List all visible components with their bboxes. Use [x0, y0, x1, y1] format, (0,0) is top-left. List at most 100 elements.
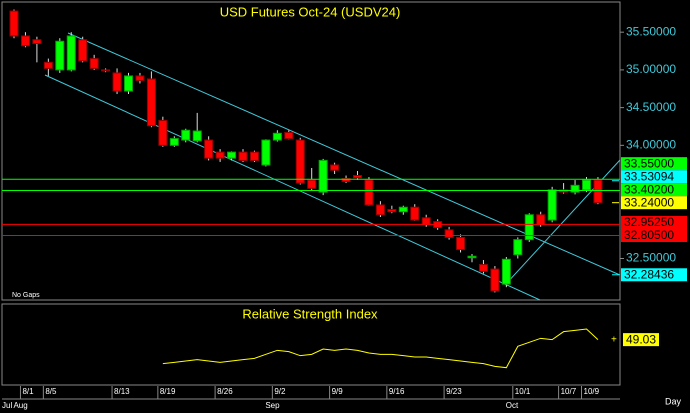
chart-title: USD Futures Oct-24 (USDV24)	[220, 4, 401, 19]
candle-body	[536, 214, 546, 226]
level-box	[621, 196, 687, 210]
candle-body	[593, 179, 603, 204]
level-label: 32.28436	[624, 267, 674, 281]
candle-body	[341, 178, 351, 183]
level-label: 33.55000	[624, 156, 674, 170]
candle-body	[559, 189, 569, 193]
candle-body	[66, 35, 76, 71]
rsi-value-label: 49.03	[626, 332, 656, 346]
level-label: 32.95250	[624, 215, 674, 229]
last-marker: +	[611, 334, 617, 345]
rsi-line	[162, 328, 599, 369]
trend-line	[504, 159, 621, 286]
no-gaps-note: No Gaps	[12, 292, 40, 299]
candle-body	[20, 35, 30, 47]
candle-body	[353, 175, 362, 179]
channel-upper	[67, 32, 621, 276]
candle-body	[124, 75, 133, 92]
x-tick-label: 9/16	[389, 387, 405, 396]
candle-body	[478, 264, 488, 272]
candle-body	[444, 229, 454, 238]
candle-body	[501, 258, 511, 285]
x-tick-label: 8/5	[45, 387, 57, 396]
level-box	[621, 170, 687, 184]
candle-body	[261, 139, 271, 166]
x-unit: Day	[665, 396, 682, 406]
candle-body	[467, 255, 477, 259]
month-label: Oct	[506, 401, 519, 410]
candle-body	[89, 58, 99, 69]
candle-body	[101, 69, 111, 72]
x-tick-label: 8/1	[22, 387, 34, 396]
candle-body	[204, 139, 214, 159]
x-tick-label: 8/13	[114, 387, 130, 396]
candle-body	[146, 78, 156, 127]
candle-body	[295, 139, 305, 184]
level-box	[621, 228, 687, 242]
x-tick-label: 9/9	[332, 387, 344, 396]
candle-body	[398, 206, 408, 213]
y-tick-label: 32.50000	[626, 251, 676, 265]
candle-body	[410, 206, 420, 221]
candle-body	[284, 132, 294, 140]
rsi-value-box	[623, 333, 659, 347]
candle-body	[181, 129, 191, 141]
candle-body	[169, 138, 179, 146]
candle-body	[192, 130, 202, 142]
month-label: Sep	[265, 401, 280, 410]
month-label: Jul	[2, 401, 12, 410]
x-tick-label: 10/7	[561, 387, 577, 396]
candle-body	[238, 151, 248, 161]
candle-body	[272, 132, 282, 141]
rsi-title: Relative Strength Index	[242, 306, 378, 321]
rsi-panel	[1, 303, 621, 386]
candle-body	[215, 151, 225, 159]
level-box	[621, 268, 687, 282]
y-tick-label: 35.50000	[626, 24, 676, 38]
month-label: Aug	[13, 401, 27, 410]
candle-body	[43, 61, 53, 69]
candle-body	[55, 40, 65, 71]
candle-body	[135, 75, 145, 81]
candle-body	[364, 179, 374, 206]
candle-body	[32, 39, 42, 44]
level-label: 32.80500	[624, 228, 674, 242]
y-tick-label: 34.00000	[626, 138, 676, 152]
candle-body	[375, 204, 385, 216]
x-tick-label: 9/2	[274, 387, 286, 396]
candle-body	[547, 189, 557, 221]
level-label: 33.40200	[624, 182, 674, 196]
candle-body	[318, 159, 328, 193]
candle-body	[524, 214, 534, 241]
candle-body	[307, 179, 317, 189]
level-label: 33.53094	[624, 169, 674, 183]
candle-body	[513, 239, 523, 256]
x-tick-label: 9/23	[446, 387, 462, 396]
candle-body	[112, 72, 122, 92]
x-tick-label: 8/19	[160, 387, 176, 396]
candle-body	[582, 179, 591, 191]
level-box	[621, 215, 687, 229]
candle-body	[456, 236, 466, 250]
level-box	[621, 157, 687, 171]
candle-body	[249, 151, 259, 161]
x-tick-label: 10/9	[584, 387, 600, 396]
x-tick-label: 10/1	[515, 387, 531, 396]
x-tick-label: 8/26	[217, 387, 233, 396]
candle-body	[158, 119, 168, 146]
candle-body	[78, 39, 88, 62]
candle-body	[387, 208, 397, 213]
candle-body	[421, 217, 431, 226]
candle-body	[9, 10, 19, 37]
y-tick-label: 34.50000	[626, 100, 676, 114]
candle-body	[227, 151, 237, 159]
price-panel	[1, 1, 621, 301]
candle-body	[570, 184, 580, 193]
level-box	[621, 183, 687, 197]
candle-body	[330, 164, 340, 171]
level-label: 33.24000	[624, 195, 674, 209]
channel-lower	[44, 74, 541, 301]
y-tick-label: 35.00000	[626, 62, 676, 76]
candle-body	[490, 268, 500, 292]
